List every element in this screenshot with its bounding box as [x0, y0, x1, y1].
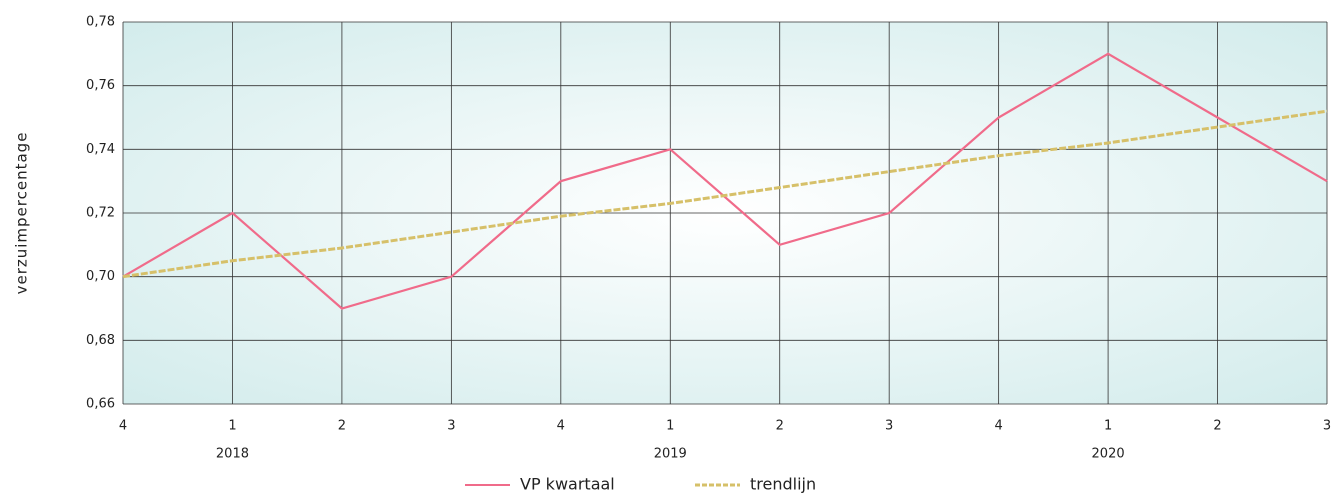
x-tick-label: 2 — [776, 419, 784, 434]
x-tick-label: 1 — [228, 419, 236, 434]
year-label: 2020 — [1092, 447, 1125, 462]
x-tick-label: 3 — [1323, 419, 1331, 434]
x-tick-label: 1 — [1104, 419, 1112, 434]
legend-label: VP kwartaal — [520, 475, 615, 494]
x-tick-label: 3 — [885, 419, 893, 434]
y-tick-label: 0,72 — [86, 206, 115, 221]
y-tick-label: 0,70 — [86, 269, 115, 284]
x-tick-label: 2 — [338, 419, 346, 434]
y-tick-label: 0,66 — [86, 397, 115, 412]
y-tick-label: 0,74 — [86, 142, 115, 157]
y-tick-label: 0,78 — [86, 15, 115, 30]
x-tick-label: 4 — [119, 419, 127, 434]
series-line — [122, 109, 1328, 279]
series-line — [122, 52, 1328, 310]
x-tick-label: 3 — [447, 419, 455, 434]
x-tick-label: 4 — [557, 419, 565, 434]
y-axis-label: verzuimpercentage — [13, 132, 31, 295]
x-tick-label: 2 — [1213, 419, 1221, 434]
year-label: 2018 — [216, 447, 249, 462]
x-tick-label: 1 — [666, 419, 674, 434]
x-tick-label: 4 — [994, 419, 1002, 434]
y-tick-label: 0,68 — [86, 333, 115, 348]
legend-label: trendlijn — [750, 475, 816, 494]
year-label: 2019 — [654, 447, 687, 462]
y-tick-label: 0,76 — [86, 78, 115, 93]
